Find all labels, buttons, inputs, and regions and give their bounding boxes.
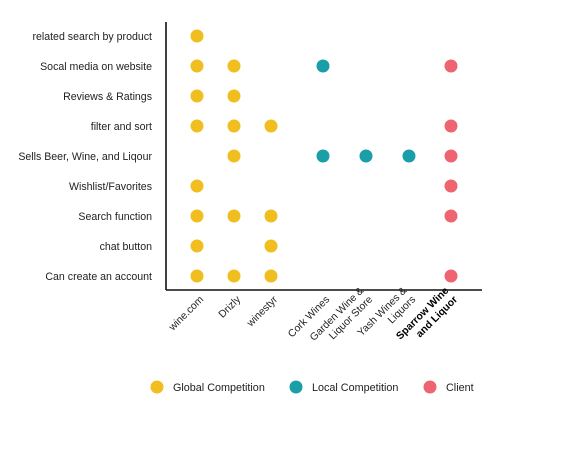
y-tick-label: related search by product (32, 31, 152, 43)
data-point (227, 269, 241, 283)
data-point (190, 179, 204, 193)
data-point (316, 59, 330, 73)
y-tick-label: Sells Beer, Wine, and Liqour (18, 151, 152, 163)
y-tick-label: Can create an account (45, 271, 152, 283)
data-points (190, 29, 458, 283)
legend-label: Client (446, 382, 474, 394)
data-point (190, 239, 204, 253)
data-point (227, 209, 241, 223)
data-point (444, 179, 458, 193)
data-point (444, 119, 458, 133)
data-point (190, 119, 204, 133)
y-axis-labels: related search by product Socal media on … (18, 31, 152, 283)
legend: Global Competition Local Competition Clien… (150, 380, 474, 394)
data-point (264, 119, 278, 133)
y-tick-label: filter and sort (91, 121, 152, 133)
data-point (227, 89, 241, 103)
y-tick-label: Search function (78, 211, 152, 223)
data-point (227, 119, 241, 133)
data-point (444, 209, 458, 223)
data-point (264, 239, 278, 253)
y-tick-label: Wishlist/Favorites (69, 181, 152, 193)
data-point (190, 89, 204, 103)
x-tick-label: wine.com (167, 294, 207, 334)
data-point (190, 269, 204, 283)
data-point (402, 149, 416, 163)
y-tick-label: Reviews & Ratings (63, 91, 152, 103)
y-tick-label: Socal media on website (40, 61, 152, 73)
data-point (264, 209, 278, 223)
legend-swatch (289, 380, 303, 394)
data-point (264, 269, 278, 283)
data-point (190, 29, 204, 43)
data-point (227, 149, 241, 163)
data-point (190, 59, 204, 73)
data-point (444, 149, 458, 163)
axes (165, 22, 482, 291)
data-point (316, 149, 330, 163)
x-tick-label: winestyr (245, 294, 281, 330)
legend-label: Local Competition (312, 382, 398, 394)
legend-swatch (423, 380, 437, 394)
x-tick-label: Drizly (217, 294, 244, 321)
data-point (190, 209, 204, 223)
data-point (444, 59, 458, 73)
data-point (227, 59, 241, 73)
data-point (359, 149, 373, 163)
legend-label: Global Competition (173, 382, 265, 394)
legend-swatch (150, 380, 164, 394)
y-tick-label: chat button (100, 241, 153, 253)
data-point (444, 269, 458, 283)
